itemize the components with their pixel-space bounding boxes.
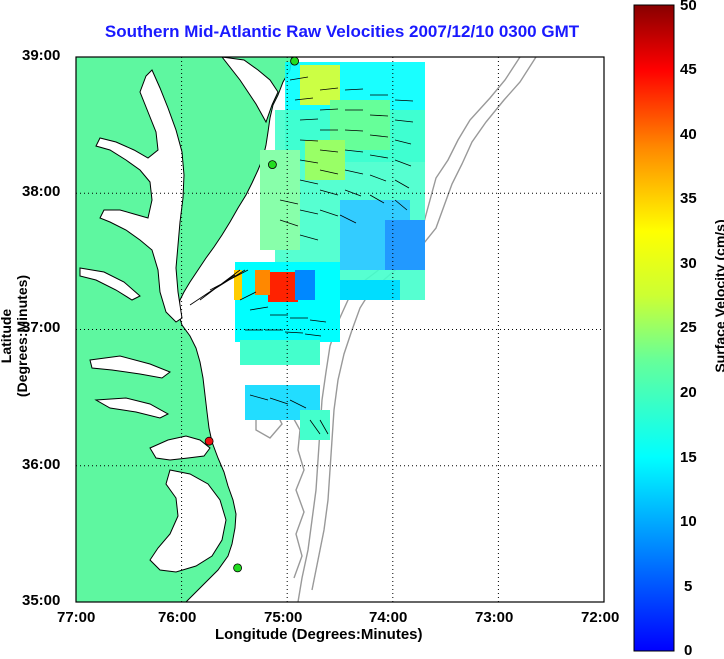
y-tick-label: 38:00 [22, 183, 61, 200]
velocity-vectors [189, 76, 414, 435]
colorbar-tick-label: 0 [684, 642, 693, 659]
river-inlet [94, 397, 170, 419]
river-inlet [79, 267, 141, 301]
colorbar-tick-label: 15 [680, 449, 697, 466]
y-tick-label: 39:00 [22, 47, 61, 64]
station-markers [204, 56, 300, 573]
colorbar-tick-label: 25 [680, 319, 697, 336]
colorbar-tick-label: 35 [680, 190, 697, 207]
x-axis-label: Longitude (Degrees:Minutes) [215, 626, 423, 643]
station-marker-active [267, 160, 277, 170]
y-axis-label: Latitude (Degrees:Minutes) [0, 274, 30, 398]
x-tick-label: 76:00 [158, 609, 197, 626]
x-tick-label: 72:00 [581, 609, 620, 626]
colorbar-tick-label: 10 [680, 513, 697, 530]
delaware-bay [221, 57, 279, 124]
colorbar-tick-label: 40 [680, 126, 697, 143]
chesapeake-bay [95, 69, 185, 323]
station-marker-active [290, 56, 300, 66]
pamlico-sound [149, 469, 227, 573]
x-tick-label: 77:00 [57, 609, 96, 626]
grid-lines [76, 57, 604, 602]
station-marker-inactive [204, 436, 214, 446]
colorbar-tick-label: 20 [680, 384, 697, 401]
velocity-field [234, 62, 425, 440]
colorbar-tick-label: 30 [680, 255, 697, 272]
plot-border [75, 56, 605, 603]
colorbar-tick-label: 5 [684, 578, 693, 595]
albemarle-sound [149, 435, 211, 461]
colorbar-label: Surface Velocity (cm/s) [712, 219, 724, 373]
x-tick-label: 75:00 [264, 609, 303, 626]
y-tick-label: 37:00 [22, 319, 61, 336]
x-tick-label: 74:00 [369, 609, 408, 626]
river-inlet [89, 355, 172, 379]
y-tick-label: 36:00 [22, 456, 61, 473]
colorbar [633, 4, 675, 652]
x-tick-label: 73:00 [475, 609, 514, 626]
map-title: Southern Mid-Atlantic Raw Velocities 200… [104, 22, 580, 41]
colorbar-tick-label: 50 [680, 0, 697, 14]
station-marker-active [233, 563, 243, 573]
y-tick-label: 35:00 [22, 592, 61, 609]
colorbar-tick-label: 45 [680, 61, 697, 78]
